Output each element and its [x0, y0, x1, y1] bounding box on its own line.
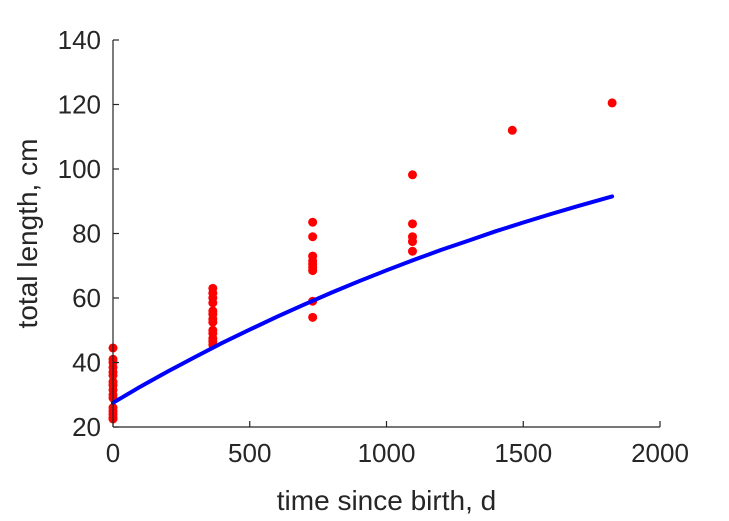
data-point [507, 125, 517, 135]
data-point [407, 170, 417, 180]
x-axis-title: time since birth, d [277, 485, 496, 516]
data-point [407, 237, 417, 247]
x-tick-label: 2000 [631, 438, 689, 468]
x-ticks: 0 500 1000 1500 2000 [106, 421, 689, 468]
plot-area [108, 98, 617, 424]
axes [112, 40, 660, 428]
x-tick-label: 500 [228, 438, 271, 468]
y-tick-label: 60 [72, 283, 101, 313]
y-tick-label: 80 [72, 219, 101, 249]
x-tick-label: 0 [106, 438, 120, 468]
data-point [208, 298, 218, 308]
y-tick-label: 120 [58, 90, 101, 120]
data-point [308, 312, 318, 322]
y-axis-title: total length, cm [12, 139, 43, 329]
data-point [407, 219, 417, 229]
y-tick-label: 40 [72, 348, 101, 378]
data-point [607, 98, 617, 108]
x-tick-label: 1500 [494, 438, 552, 468]
data-point [308, 217, 318, 227]
y-tick-label: 100 [58, 154, 101, 184]
data-point [208, 317, 218, 327]
data-point [407, 246, 417, 256]
data-point [308, 232, 318, 242]
y-tick-label: 20 [72, 412, 101, 442]
fit-curve [111, 194, 615, 405]
data-point [308, 266, 318, 276]
x-tick-label: 1000 [358, 438, 416, 468]
y-ticks: 20 40 60 80 100 120 140 [58, 25, 119, 442]
y-tick-label: 140 [58, 25, 101, 55]
